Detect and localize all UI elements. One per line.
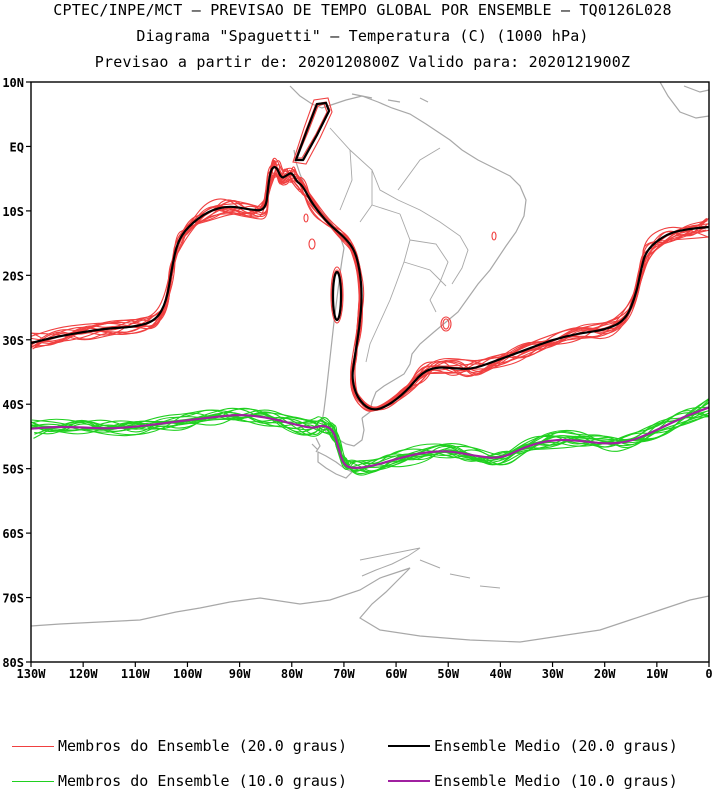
legend-members-20: Membros do Ensemble (20.0 graus): [12, 737, 347, 755]
member20-cell-equator: [296, 103, 328, 159]
member10-isotherm: [31, 412, 709, 468]
mean-20-cells: [294, 101, 343, 322]
member20-isotherm: [33, 173, 707, 409]
member10-isotherm: [31, 412, 709, 465]
member20-cell-andes: [330, 266, 344, 324]
legend-swatch-red: [12, 745, 54, 747]
lon-tick-label: 30W: [542, 667, 564, 681]
map-frame: [30, 81, 710, 663]
member10-isotherm: [31, 410, 709, 475]
legend-mean-10-label: Ensemble Medio (10.0 graus): [434, 772, 678, 790]
coastline-layer: [31, 82, 709, 643]
weddell-islands: [419, 559, 501, 589]
member20-isotherm: [31, 159, 708, 408]
longitude-axis: 130W 120W 110W 100W 90W 80W 70W 60W 50W 40W 30W 20W…: [17, 662, 713, 681]
member20-cell-equator: [292, 97, 333, 165]
member20-cell-coast: [308, 238, 316, 250]
legend-members-10-label: Membros do Ensemble (10.0 graus): [58, 772, 347, 790]
patagonia-islands: [311, 437, 321, 453]
lat-tick-label: 10N: [2, 76, 24, 90]
legend-swatch-purple: [388, 780, 430, 782]
lat-tick-label: 80S: [2, 656, 24, 670]
lon-tick-label: 70W: [333, 667, 355, 681]
chart-title: CPTEC/INPE/MCT — PREVISAO DE TEMPO GLOBA…: [53, 1, 672, 19]
lon-tick-label: 0: [705, 667, 712, 681]
member20-isotherm: [31, 164, 708, 411]
latitude-axis: 10N EQ 10S 20S 30S 40S 50S 60S 70S 80S: [2, 76, 31, 670]
chart-subtitle: Diagrama "Spaguetti" — Temperatura (C) (…: [136, 27, 589, 45]
legend-mean-10: Ensemble Medio (10.0 graus): [388, 772, 678, 790]
legend-swatch-black: [388, 745, 430, 747]
lon-tick-label: 90W: [229, 667, 251, 681]
lon-tick-label: 50W: [437, 667, 459, 681]
member20-isotherm: [31, 160, 707, 409]
lon-tick-label: 20W: [594, 667, 616, 681]
mean20-isotherm: [31, 166, 709, 411]
central-america-coast: [289, 85, 527, 419]
lon-tick-label: 120W: [69, 667, 99, 681]
member20-isotherm: [32, 163, 709, 412]
mean10-isotherm: [31, 406, 709, 469]
forecast-validity: Previsao a partir de: 2020120800Z Valido…: [94, 53, 631, 71]
legend-mean-20: Ensemble Medio (20.0 graus): [388, 737, 678, 755]
member20-isotherm: [33, 167, 709, 408]
member20-isotherm: [31, 166, 708, 408]
tierra-del-fuego: [317, 451, 354, 479]
caribbean-islands: [351, 93, 429, 103]
spaghetti-map: 10N EQ 10S 20S 30S 40S 50S 60S 70S 80S 130W 120W 11…: [2, 76, 713, 681]
legend-members-10: Membros do Ensemble (10.0 graus): [12, 772, 347, 790]
member20-cell-peru: [303, 213, 309, 223]
country-borders: [329, 127, 469, 363]
lat-tick-label: 50S: [2, 463, 24, 477]
member20-isotherm: [31, 159, 709, 411]
member20-cell-brazil: [442, 318, 450, 330]
antarctic-peninsula: [359, 547, 421, 577]
lon-tick-label: 100W: [173, 667, 203, 681]
member20-isotherm: [31, 160, 707, 412]
legend-members-20-label: Membros do Ensemble (20.0 graus): [58, 737, 347, 755]
member20-isotherm: [31, 159, 709, 410]
lat-tick-label: EQ: [10, 140, 24, 154]
lat-tick-label: 40S: [2, 398, 24, 412]
antarctica-coast: [31, 567, 709, 643]
member20-isotherm: [31, 157, 708, 411]
mean-20-layer: [31, 166, 709, 411]
lon-tick-label: 10W: [646, 667, 668, 681]
lat-tick-label: 10S: [2, 205, 24, 219]
lat-tick-label: 30S: [2, 334, 24, 348]
legend-swatch-green: [12, 780, 54, 782]
africa-coast: [659, 82, 709, 119]
lon-tick-label: 110W: [121, 667, 151, 681]
member20-cell-bahia: [491, 231, 497, 241]
lon-tick-label: 80W: [281, 667, 303, 681]
member20-cell-brazil: [440, 316, 452, 332]
members-20-layer: [31, 157, 709, 412]
member10-isotherm: [31, 412, 709, 471]
lon-tick-label: 130W: [17, 667, 47, 681]
legend-mean-20-label: Ensemble Medio (20.0 graus): [434, 737, 678, 755]
lat-tick-label: 70S: [2, 592, 24, 606]
mean-10-layer: [31, 406, 709, 469]
mean20-cell-equator: [294, 101, 331, 162]
lat-tick-label: 60S: [2, 527, 24, 541]
lon-tick-label: 40W: [490, 667, 512, 681]
lon-tick-label: 60W: [385, 667, 407, 681]
lat-tick-label: 20S: [2, 269, 24, 283]
mean20-cell-andes: [331, 270, 343, 322]
